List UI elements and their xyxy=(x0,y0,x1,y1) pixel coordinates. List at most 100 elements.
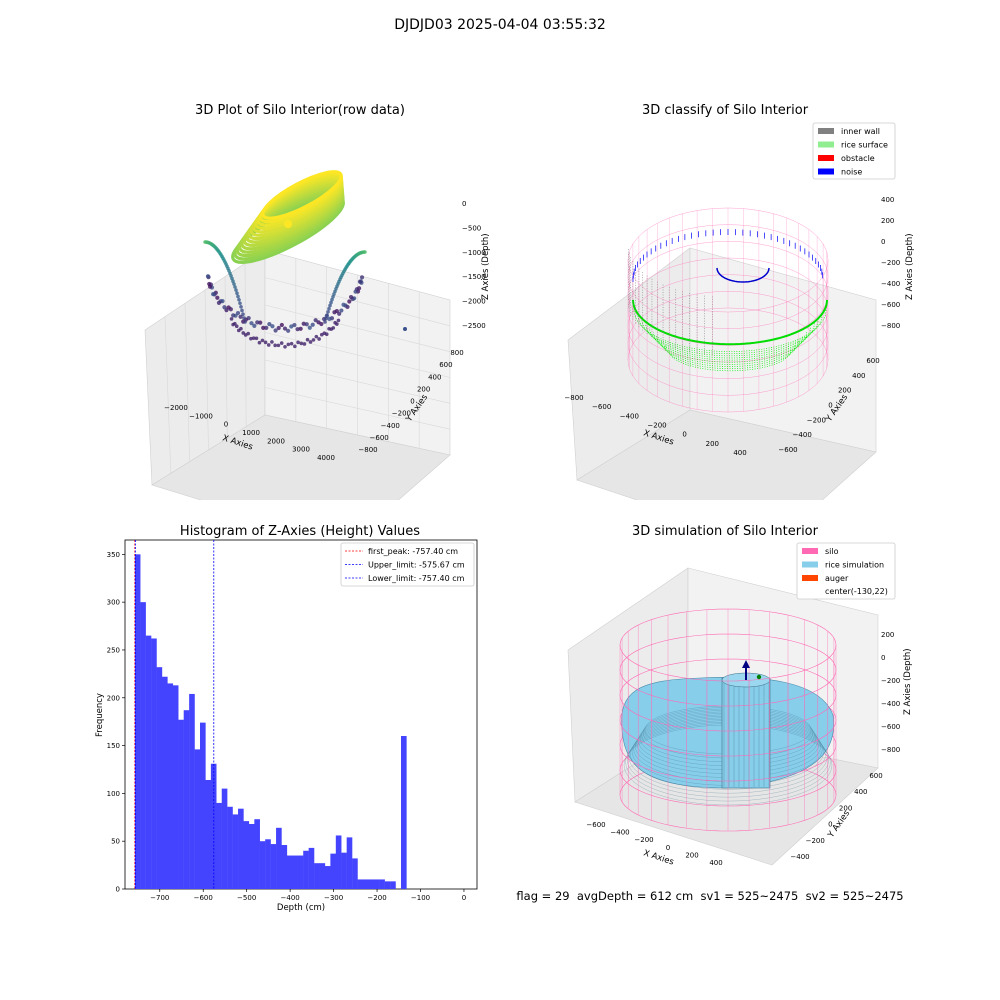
raw-point xyxy=(231,279,235,283)
raw-point xyxy=(284,220,292,228)
p1-x-tick: 3000 xyxy=(292,446,310,454)
p2-legend: inner wall rice surface obstacle noise xyxy=(812,122,896,180)
p1-y-tick: 200 xyxy=(417,385,430,393)
depth-histogram-chart: −700 −600 −500 −400 −300 −200 −100 0 0 50 100 150 2… xyxy=(95,539,478,913)
raw-point xyxy=(255,320,260,325)
legend-label-upper-limit: Upper_limit: -575.67 cm xyxy=(368,561,465,570)
raw-point xyxy=(307,325,312,330)
raw-point xyxy=(261,325,266,330)
histogram-bar xyxy=(379,879,385,889)
p1-y-tick: 800 xyxy=(450,349,463,357)
rice-mesh-line xyxy=(628,720,828,794)
histogram-bar xyxy=(373,879,380,889)
raw-point xyxy=(328,303,332,308)
histogram-bar xyxy=(178,719,184,889)
p2-z-tick: −200 xyxy=(881,259,900,267)
histogram-bar xyxy=(232,814,239,889)
p1-z-tick: −2500 xyxy=(462,322,486,330)
p1-z-tick: −1000 xyxy=(462,249,486,257)
p4-z-tick: −400 xyxy=(881,700,900,708)
raw-point xyxy=(305,337,310,342)
rice-center-column xyxy=(721,677,771,789)
legend-label-lower-limit: Lower_limit: -757.40 cm xyxy=(368,574,465,583)
p2-x-tick: 200 xyxy=(706,440,719,448)
p2-z-tick: −600 xyxy=(881,301,900,309)
raw-point xyxy=(292,322,297,328)
raw-point xyxy=(273,328,278,333)
noise-arc xyxy=(716,267,770,283)
raw-point xyxy=(311,338,316,342)
p4-x-tick: 200 xyxy=(685,851,698,859)
legend-swatch-silo xyxy=(802,548,818,554)
histogram-bar xyxy=(276,827,282,889)
raw-point xyxy=(279,322,284,328)
raw-point xyxy=(336,318,341,323)
histogram-bar xyxy=(243,821,250,889)
status-footer: flag = 29 avgDepth = 612 cm sv1 = 525~24… xyxy=(516,889,904,903)
raw-point xyxy=(347,299,352,304)
raw-point xyxy=(229,317,234,321)
rice-mesh-line xyxy=(639,710,817,766)
center-marker-head xyxy=(742,660,750,668)
raw-point xyxy=(341,302,346,307)
histogram-bar xyxy=(368,879,375,889)
p2-y-tick: 600 xyxy=(866,357,879,365)
y-tick-label: 250 xyxy=(107,646,120,654)
raw-point xyxy=(235,291,239,295)
p4-z-tick: 0 xyxy=(881,654,885,662)
p4-y-tick: 400 xyxy=(854,788,867,796)
raw-point xyxy=(238,301,242,306)
p1-y-tick: −200 xyxy=(392,410,411,418)
raw-point xyxy=(332,292,336,296)
raw-point xyxy=(263,340,268,345)
y-tick-label: 100 xyxy=(107,790,120,798)
histogram-bar xyxy=(259,841,266,889)
raw-point xyxy=(276,343,281,348)
y-tick-label: 50 xyxy=(111,838,120,846)
histogram-bar xyxy=(189,693,195,889)
raw-point xyxy=(327,326,331,331)
p1-x-tick: 0 xyxy=(224,421,228,429)
histogram-bar xyxy=(292,855,298,889)
y-tick-label: 0 xyxy=(116,886,120,894)
raw-point xyxy=(231,313,236,318)
histogram-bar xyxy=(400,736,407,889)
y-tick-label: 350 xyxy=(107,551,120,559)
rice-surface-band xyxy=(649,327,811,361)
histogram-bar xyxy=(357,879,364,889)
raw-point xyxy=(235,310,241,316)
raw-point xyxy=(286,328,291,333)
rice-surface-band xyxy=(660,341,800,367)
raw-point xyxy=(241,331,246,335)
p1-y-tick: 400 xyxy=(428,373,441,381)
legend-swatch-auger xyxy=(802,575,818,581)
rice-mesh-line xyxy=(623,724,833,806)
raw-point xyxy=(283,345,287,349)
raw-point xyxy=(314,334,319,339)
p1-z-tick: 0 xyxy=(462,200,466,208)
rice-mesh-line xyxy=(631,717,825,786)
p2-y-tick: −600 xyxy=(778,446,797,454)
p1-x-tick: 1000 xyxy=(242,429,260,437)
raw-point xyxy=(313,318,318,323)
p1-z-tick: −1500 xyxy=(462,273,486,281)
p1-x-tick: −2000 xyxy=(164,404,188,412)
histogram-bar xyxy=(205,779,212,889)
histogram-bar xyxy=(308,847,315,889)
raw-point xyxy=(348,294,354,300)
histogram-bar xyxy=(341,852,347,889)
p2-y-tick: −200 xyxy=(807,416,826,424)
p2-y-tick: 0 xyxy=(828,402,832,410)
raw-point xyxy=(238,314,243,319)
x-tick-label: −200 xyxy=(367,894,386,902)
raw-point xyxy=(237,298,241,302)
raw-point xyxy=(323,320,327,324)
raw-point xyxy=(301,321,306,326)
rice-surface-edge xyxy=(632,299,828,346)
histogram-bar xyxy=(286,855,293,889)
histogram-bar xyxy=(346,837,353,889)
rice-surface-band xyxy=(656,336,804,365)
p4-z-tick: −800 xyxy=(881,746,900,754)
histogram-bar xyxy=(352,858,358,889)
